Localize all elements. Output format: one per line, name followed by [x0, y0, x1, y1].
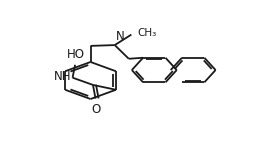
Text: N: N	[115, 30, 124, 43]
Text: O: O	[90, 104, 100, 116]
Text: HO: HO	[66, 48, 84, 61]
Text: CH₃: CH₃	[136, 28, 155, 38]
Text: NH: NH	[54, 70, 71, 83]
